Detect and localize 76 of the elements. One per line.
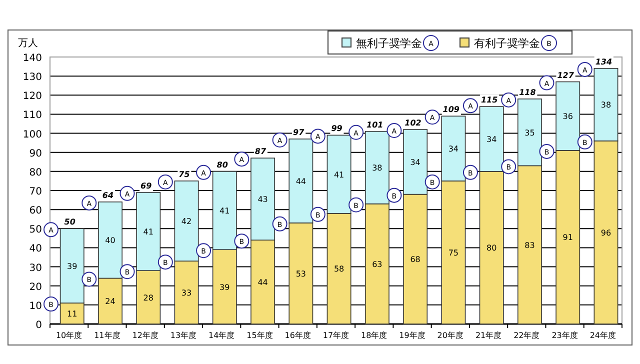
x-tick-label: 12年度 bbox=[132, 331, 158, 340]
data-label: 38 bbox=[600, 100, 612, 110]
total-label: 97 bbox=[293, 128, 305, 138]
data-label: 28 bbox=[143, 293, 154, 302]
data-label: 38 bbox=[372, 164, 382, 173]
data-label: 83 bbox=[524, 240, 535, 250]
y-tick-label: 0 bbox=[36, 320, 42, 331]
data-label: 40 bbox=[105, 236, 116, 246]
x-tick-label: 24年度 bbox=[590, 331, 616, 340]
y-tick-label: 90 bbox=[29, 148, 42, 160]
x-tick-label: 20年度 bbox=[437, 331, 464, 340]
data-label: 44 bbox=[296, 176, 306, 186]
y-tick-label: 70 bbox=[29, 186, 42, 198]
data-label: 34 bbox=[486, 135, 497, 144]
y-tick-label: 40 bbox=[29, 244, 42, 255]
y-tick-label: 110 bbox=[22, 110, 42, 122]
y-tick-label: 20 bbox=[29, 282, 42, 293]
data-label: 39 bbox=[67, 262, 78, 271]
total-label: 101 bbox=[366, 120, 384, 130]
x-tick-label: 19年度 bbox=[399, 331, 426, 340]
data-label: 44 bbox=[258, 278, 268, 288]
data-label: 80 bbox=[486, 244, 497, 253]
data-label: 91 bbox=[562, 233, 573, 242]
data-label: 41 bbox=[220, 206, 230, 216]
data-label: 43 bbox=[258, 195, 268, 204]
data-label: 68 bbox=[410, 255, 420, 264]
x-tick-label: 10年度 bbox=[56, 331, 82, 340]
y-tick-label: 10 bbox=[29, 300, 42, 312]
x-tick-label: 22年度 bbox=[514, 331, 540, 340]
data-label: 42 bbox=[181, 217, 192, 226]
x-tick-label: 14年度 bbox=[208, 331, 235, 340]
y-tick-label: 120 bbox=[22, 91, 42, 102]
total-label: 109 bbox=[442, 105, 460, 114]
y-axis-title: 万人 bbox=[18, 38, 38, 49]
y-tick-label: 100 bbox=[22, 129, 42, 140]
x-tick-label: 13年度 bbox=[170, 331, 197, 340]
data-label: 96 bbox=[600, 228, 612, 238]
y-tick-label: 140 bbox=[22, 53, 42, 64]
y-tick-label: 80 bbox=[29, 167, 42, 178]
data-label: 36 bbox=[562, 112, 573, 122]
total-label: 99 bbox=[331, 124, 343, 134]
y-tick-label: 30 bbox=[29, 262, 42, 274]
data-label: 24 bbox=[105, 297, 116, 306]
data-label: 35 bbox=[524, 128, 535, 138]
y-tick-label: 50 bbox=[29, 224, 42, 236]
x-tick-label: 18年度 bbox=[361, 331, 388, 340]
total-label: 115 bbox=[480, 96, 498, 105]
data-label: 11 bbox=[67, 310, 78, 319]
data-label: 41 bbox=[143, 228, 154, 237]
total-label: 50 bbox=[64, 218, 76, 227]
total-label: 69 bbox=[140, 181, 152, 190]
y-tick-label: 130 bbox=[22, 72, 42, 84]
y-tick-label: 60 bbox=[29, 206, 42, 217]
x-tick-label: 17年度 bbox=[322, 331, 350, 340]
data-label: 63 bbox=[372, 260, 382, 269]
total-label: 87 bbox=[254, 147, 266, 156]
data-label: 41 bbox=[334, 170, 344, 180]
data-label: 34 bbox=[410, 158, 420, 167]
data-label: 33 bbox=[181, 288, 192, 298]
x-tick-label: 23年度 bbox=[552, 331, 578, 340]
total-label: 64 bbox=[102, 190, 114, 200]
data-label: 53 bbox=[296, 269, 306, 278]
x-tick-label: 15年度 bbox=[246, 331, 273, 340]
x-tick-label: 11年度 bbox=[94, 331, 120, 340]
x-tick-label: 21年度 bbox=[475, 331, 502, 340]
data-label: 39 bbox=[220, 282, 230, 292]
total-label: 134 bbox=[595, 57, 612, 66]
total-label: 75 bbox=[178, 170, 190, 179]
total-label: 80 bbox=[216, 160, 228, 170]
total-label: 127 bbox=[557, 70, 574, 80]
total-label: 102 bbox=[404, 118, 422, 128]
x-tick-label: 16年度 bbox=[284, 331, 311, 340]
data-label: 34 bbox=[448, 144, 459, 154]
data-label: 58 bbox=[334, 264, 344, 274]
total-label: 118 bbox=[519, 88, 536, 97]
data-label: 75 bbox=[448, 248, 459, 258]
